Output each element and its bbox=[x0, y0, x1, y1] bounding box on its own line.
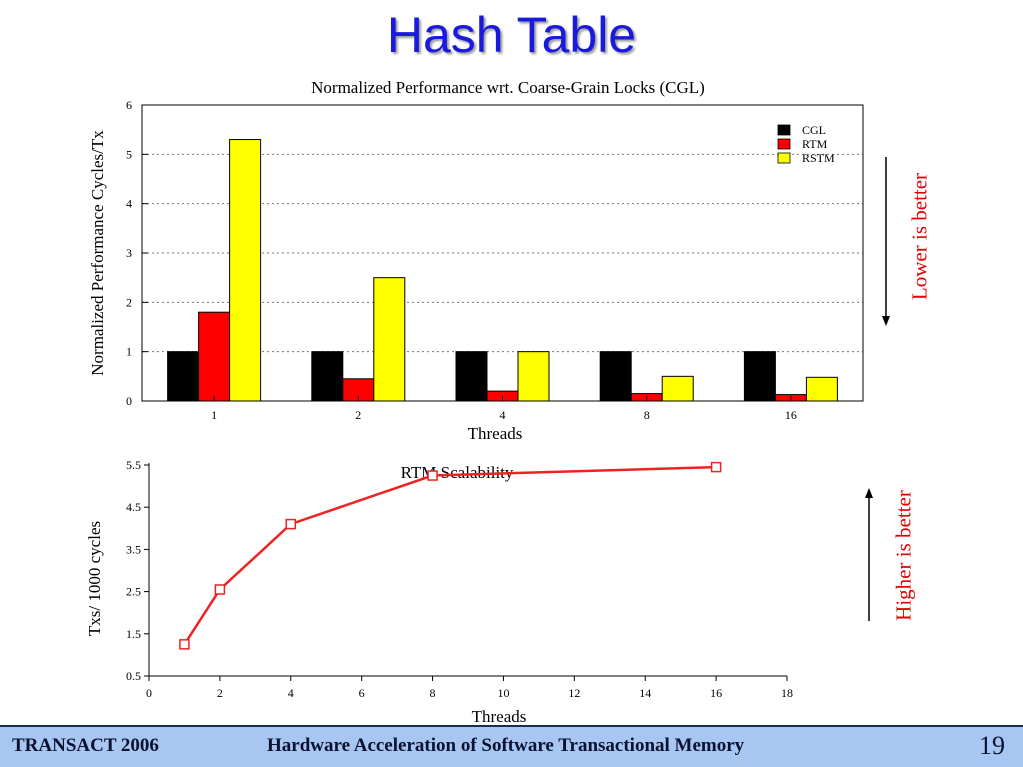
bar-chart-xlabel: Threads bbox=[468, 424, 523, 443]
bar-cgl bbox=[167, 351, 200, 402]
x-tick-label: 12 bbox=[568, 686, 580, 700]
y-tick-label: 1.5 bbox=[126, 627, 141, 641]
x-tick-label: 0 bbox=[146, 686, 152, 700]
y-tick-label: 0.5 bbox=[126, 669, 141, 683]
bar-cgl bbox=[455, 351, 488, 402]
y-tick-label: 3.5 bbox=[126, 542, 141, 556]
bar-cgl bbox=[311, 351, 344, 402]
bar-rstm bbox=[517, 351, 550, 402]
line-chart-xlabel: Threads bbox=[472, 707, 527, 725]
x-tick-label: 8 bbox=[644, 408, 650, 422]
note-lower-is-better: Lower is better bbox=[907, 172, 932, 301]
legend-swatch-rtm bbox=[777, 138, 791, 150]
data-point bbox=[285, 518, 297, 530]
y-tick-label: 4.5 bbox=[126, 500, 141, 514]
bar-cgl bbox=[599, 351, 632, 402]
y-tick-label: 0 bbox=[126, 394, 132, 408]
y-tick-label: 2.5 bbox=[126, 585, 141, 599]
bar-chart-title: Normalized Performance wrt. Coarse-Grain… bbox=[311, 78, 705, 97]
x-tick-label: 4 bbox=[288, 686, 294, 700]
x-tick-label: 8 bbox=[430, 686, 436, 700]
data-point bbox=[710, 461, 722, 473]
bar-chart-ylabel: Normalized Performance Cycles/Tx bbox=[88, 130, 107, 376]
note-higher-is-better: Higher is better bbox=[891, 490, 916, 621]
footer-conference: TRANSACT 2006 bbox=[12, 735, 159, 756]
bar-rstm bbox=[661, 375, 694, 402]
footer-page-number: 19 bbox=[979, 731, 1005, 760]
y-tick-label: 1 bbox=[126, 345, 132, 359]
y-tick-label: 5.5 bbox=[126, 458, 141, 472]
footer-talk-title: Hardware Acceleration of Software Transa… bbox=[267, 735, 745, 756]
x-tick-label: 1 bbox=[211, 408, 217, 422]
x-tick-label: 2 bbox=[217, 686, 223, 700]
x-tick-label: 6 bbox=[359, 686, 365, 700]
x-tick-label: 10 bbox=[497, 686, 509, 700]
line-chart-ylabel: Txs/ 1000 cycles bbox=[85, 521, 104, 636]
x-tick-label: 4 bbox=[500, 408, 506, 422]
x-tick-label: 2 bbox=[355, 408, 361, 422]
legend-swatch-rstm bbox=[777, 152, 791, 164]
legend-label-rstm: RSTM bbox=[802, 151, 835, 165]
y-tick-label: 4 bbox=[126, 197, 132, 211]
x-tick-label: 16 bbox=[710, 686, 722, 700]
y-tick-label: 5 bbox=[126, 147, 132, 161]
data-point bbox=[427, 470, 438, 481]
y-tick-label: 6 bbox=[126, 98, 132, 112]
x-tick-label: 18 bbox=[781, 686, 793, 700]
y-tick-label: 3 bbox=[126, 246, 132, 260]
data-point bbox=[179, 639, 190, 650]
series-line-rtm bbox=[183, 465, 717, 646]
y-tick-label: 2 bbox=[126, 295, 132, 309]
legend-label-cgl: CGL bbox=[802, 123, 826, 137]
x-tick-label: 14 bbox=[639, 686, 651, 700]
bar-rstm bbox=[805, 376, 838, 402]
bar-rtm bbox=[198, 311, 231, 402]
bar-cgl bbox=[743, 351, 776, 402]
slide-title: Hash Table bbox=[386, 7, 637, 63]
legend-swatch-cgl bbox=[777, 124, 791, 136]
bar-rstm bbox=[229, 139, 262, 402]
bar-rstm bbox=[373, 277, 406, 402]
bar-chart-normalized-performance: Normalized Performance wrt. Coarse-Grain… bbox=[88, 78, 864, 443]
legend-label-rtm: RTM bbox=[802, 137, 828, 151]
slide-footer: TRANSACT 2006 Hardware Acceleration of S… bbox=[0, 725, 1023, 767]
data-point bbox=[214, 584, 226, 595]
x-tick-label: 16 bbox=[785, 408, 797, 422]
